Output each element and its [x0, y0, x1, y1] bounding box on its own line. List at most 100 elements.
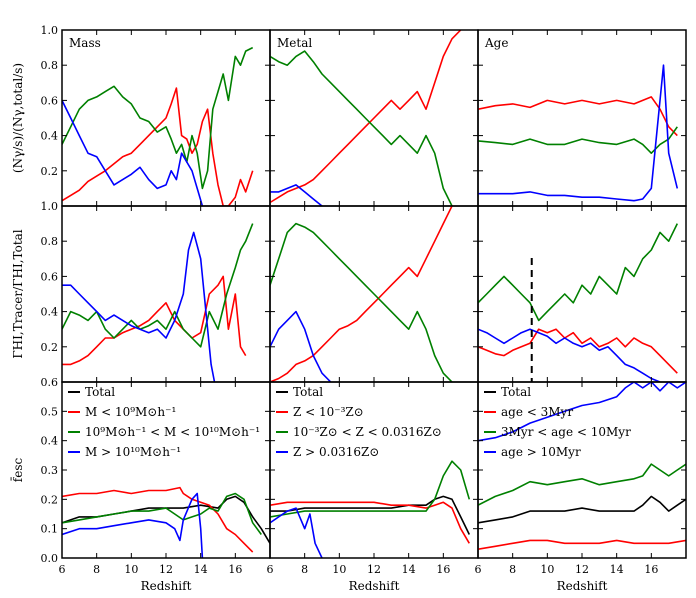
y-tick-label: 0.1	[41, 523, 59, 536]
legend-label-metal-blue: Z > 0.0316Z⊙	[293, 445, 379, 459]
x-tick-label: 8	[509, 563, 516, 576]
y-tick-label: 0.0	[41, 552, 59, 565]
series-line-fesc-age-blue	[478, 382, 686, 442]
series-line-photons-metal-red	[270, 30, 462, 204]
panel-frame-gamma-age	[477, 205, 687, 383]
panel-photons-metal: Metal	[269, 29, 479, 207]
legend-age: Total age < 3Myr 3Myr < age < 10Myr age > 1…	[484, 385, 631, 459]
panel-lines-photons-age	[478, 64, 679, 202]
series-line-fesc-mass-blue	[62, 492, 204, 558]
series-line-fesc-age-green	[478, 463, 686, 506]
panel-gamma-age	[477, 205, 687, 383]
panel-title-metal: Metal	[277, 36, 312, 50]
y-tick-label: 0.4	[41, 306, 59, 319]
x-tick-label: 12	[159, 563, 173, 576]
series-line-photons-mass-red	[62, 87, 254, 206]
y-axis-label-fesc: f̄esc	[9, 458, 25, 483]
series-line-gamma-age-red	[478, 328, 678, 374]
series-line-fesc-mass-green	[62, 492, 262, 535]
legend-label-metal-green: 10⁻³Z⊙ < Z < 0.0316Z⊙	[293, 425, 442, 439]
legend-label-mass-red: M < 10⁹M⊙h⁻¹	[85, 405, 176, 419]
series-line-photons-mass-blue	[62, 100, 204, 206]
legend-label-age-green: 3Myr < age < 10Myr	[501, 425, 631, 439]
panel-frame-gamma-mass	[61, 205, 271, 383]
y-tick-label: 0.6	[41, 376, 59, 389]
series-line-fesc-metal-red	[270, 501, 470, 544]
x-tick-label: 14	[402, 563, 416, 576]
panel-gamma-metal	[269, 205, 479, 383]
legend-mass: Total M < 10⁹M⊙h⁻¹ 10⁹M⊙h⁻¹ < M < 10¹⁰M⊙h⁻…	[68, 385, 260, 459]
x-tick-label: 12	[575, 563, 589, 576]
x-tick-label: 16	[436, 563, 450, 576]
y-tick-label: 0.8	[41, 59, 59, 72]
panel-lines-gamma-metal	[270, 206, 453, 382]
series-line-gamma-mass-red	[62, 275, 247, 366]
y-axis-label-gamma: ΓHI,Tracer/ΓHI,Total	[11, 229, 25, 358]
y-tick-label: 0.2	[41, 493, 59, 506]
x-tick-label: 12	[367, 563, 381, 576]
panel-lines-fesc-metal	[270, 460, 471, 558]
y-tick-label: 1.0	[41, 200, 59, 213]
y-axis-label-photons: (Nγ/s)/(Nγ,total/s)	[11, 63, 25, 173]
y-tick-label: 0.2	[41, 341, 59, 354]
x-axis-label-age: Redshift	[557, 579, 608, 593]
series-line-photons-metal-blue	[270, 184, 323, 206]
legend-label-mass-black: Total	[85, 385, 115, 399]
x-tick-label: 8	[301, 563, 308, 576]
series-line-fesc-metal-green	[270, 460, 471, 518]
panel-photons-mass: Mass	[61, 29, 271, 207]
series-line-photons-mass-green	[62, 46, 254, 190]
x-tick-label: 10	[332, 563, 346, 576]
x-axis-label-metal: Redshift	[349, 579, 400, 593]
x-tick-label: 14	[610, 563, 624, 576]
series-line-gamma-age-blue	[478, 328, 661, 382]
panel-fesc-age: Total age < 3Myr 3Myr < age < 10Myr age > 1…	[475, 381, 687, 593]
x-tick-label: 16	[228, 563, 242, 576]
series-line-photons-age-blue	[478, 64, 679, 202]
series-line-gamma-age-green	[478, 223, 679, 322]
series-line-gamma-metal-red	[270, 206, 453, 382]
series-line-photons-age-green	[478, 126, 678, 154]
legend-label-age-blue: age > 10Myr	[501, 445, 581, 459]
y-tick-label: 1.0	[41, 24, 59, 37]
panel-fesc-mass: Total M < 10⁹M⊙h⁻¹ 10⁹M⊙h⁻¹ < M < 10¹⁰M⊙h⁻…	[59, 381, 271, 593]
panel-lines-fesc-age	[478, 382, 686, 550]
y-tick-label: 0.6	[41, 94, 59, 107]
x-tick-label: 6	[475, 563, 482, 576]
legend-label-mass-green: 10⁹M⊙h⁻¹ < M < 10¹⁰M⊙h⁻¹	[85, 425, 260, 439]
x-tick-label: 16	[644, 563, 658, 576]
series-line-gamma-mass-blue	[62, 231, 216, 382]
panel-lines-photons-metal	[270, 30, 462, 206]
y-tick-label: 0.4	[41, 130, 59, 143]
series-line-photons-age-red	[478, 96, 678, 137]
series-line-gamma-metal-blue	[270, 310, 332, 382]
x-tick-label: 6	[267, 563, 274, 576]
x-tick-label: 6	[59, 563, 66, 576]
panel-fesc-metal: Total Z < 10⁻³Z⊙ 10⁻³Z⊙ < Z < 0.0316Z⊙ Z > …	[267, 381, 479, 593]
series-line-fesc-mass-black	[62, 495, 270, 544]
series-line-photons-metal-green	[270, 50, 453, 206]
series-line-fesc-age-red	[478, 539, 686, 550]
series-line-fesc-metal-black	[270, 495, 471, 535]
panel-lines-gamma-age	[478, 223, 679, 382]
y-tick-label: 0.3	[41, 464, 59, 477]
series-line-gamma-mass-green	[62, 223, 254, 348]
y-tick-label: 0.4	[41, 435, 59, 448]
panel-photons-age: Age	[477, 29, 687, 207]
series-line-fesc-metal-blue	[270, 507, 323, 558]
x-tick-label: 10	[540, 563, 554, 576]
series-line-fesc-age-black	[478, 495, 686, 524]
legend-label-metal-black: Total	[293, 385, 323, 399]
panel-lines-gamma-mass	[62, 223, 254, 382]
y-tick-label: 0.5	[41, 405, 59, 418]
x-axis-label-mass: Redshift	[141, 579, 192, 593]
panel-lines-photons-mass	[62, 46, 254, 206]
legend-label-mass-blue: M > 10¹⁰M⊙h⁻¹	[85, 445, 181, 459]
panel-lines-fesc-mass	[62, 486, 270, 558]
y-tick-label: 0.8	[41, 235, 59, 248]
series-line-gamma-metal-green	[270, 222, 453, 382]
legend-label-metal-red: Z < 10⁻³Z⊙	[293, 405, 364, 419]
plot-layer: Mass Metal Age 0.2 0.4 0.6 0.8 1.0 1.0 (Nγ/s)/(Nγ…	[9, 24, 687, 593]
panel-frame-photons-age	[477, 29, 687, 207]
